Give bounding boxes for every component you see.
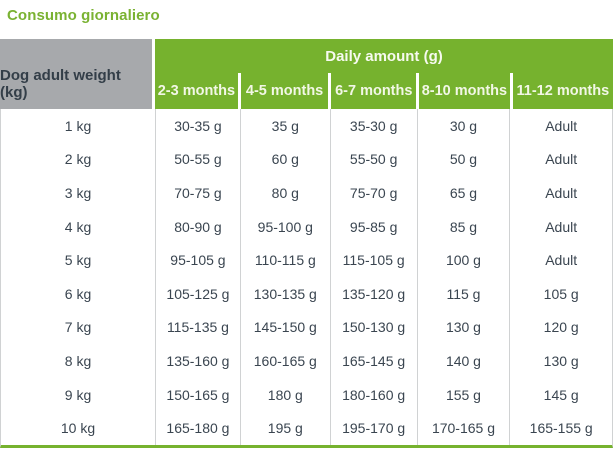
value-cell: 135-160 g: [155, 344, 240, 378]
page-title: Consumo giornaliero: [7, 7, 160, 24]
value-cell: 55-50 g: [329, 142, 417, 177]
value-cell: 115-105 g: [329, 243, 417, 277]
value-cell: 165-145 g: [329, 344, 417, 378]
weight-cell: 2 kg: [64, 151, 92, 168]
weight-cell: 5 kg: [64, 252, 92, 269]
value-cell: 80 g: [239, 176, 330, 210]
table-row: 10 kg 165-180 g 195 g 195-170 g 170-165 …: [1, 411, 612, 445]
table-row: 1 kg 30-35 g 35 g 35-30 g 30 g Adult: [1, 109, 612, 143]
value-cell: 140 g: [416, 344, 510, 378]
value-cell: 100 g: [416, 243, 510, 277]
value-cell: Adult: [509, 109, 612, 143]
value-cell: 35-30 g: [329, 109, 417, 143]
value-cell: 95-105 g: [155, 243, 240, 277]
table-row: 2 kg 50-55 g 60 g 55-50 g 50 g Adult: [1, 142, 612, 177]
value-cell: 170-165 g: [416, 411, 510, 445]
value-cell: 65 g: [416, 176, 510, 210]
value-cell: 150-165 g: [155, 377, 240, 412]
value-cell: 180 g: [239, 377, 330, 412]
table-row: 5 kg 95-105 g 110-115 g 115-105 g 100 g …: [1, 243, 612, 277]
value-cell: 195 g: [239, 411, 330, 445]
value-cell: Adult: [509, 142, 612, 177]
weight-cell: 8 kg: [64, 352, 92, 369]
weight-cell: 4 kg: [64, 218, 92, 235]
value-cell: 165-180 g: [155, 411, 240, 445]
weight-column-header: Dog adult weight (kg): [0, 39, 152, 109]
value-cell: 80-90 g: [155, 209, 240, 244]
value-cell: Adult: [509, 209, 612, 244]
value-cell: 120 g: [509, 310, 612, 345]
table-row: 3 kg 70-75 g 80 g 75-70 g 65 g Adult: [1, 176, 612, 210]
value-cell: 35 g: [239, 109, 330, 143]
value-cell: Adult: [509, 243, 612, 277]
value-cell: 30 g: [416, 109, 510, 143]
month-header-11-12: 11-12 months: [512, 73, 613, 109]
value-cell: 115-135 g: [155, 310, 240, 345]
month-header-8-10: 8-10 months: [419, 73, 510, 109]
value-cell: 85 g: [416, 209, 510, 244]
table-row: 9 kg 150-165 g 180 g 180-160 g 155 g 145…: [1, 377, 612, 412]
table-header: Dog adult weight (kg) Daily amount (g) 2…: [0, 39, 613, 109]
weight-cell: 10 kg: [60, 420, 96, 437]
value-cell: 130-135 g: [239, 276, 330, 311]
value-cell: 50-55 g: [155, 142, 240, 177]
value-cell: 130 g: [416, 310, 510, 345]
table-row: 6 kg 105-125 g 130-135 g 135-120 g 115 g…: [1, 276, 612, 311]
weight-cell: 1 kg: [64, 117, 92, 134]
month-header-2-3: 2-3 months: [155, 73, 238, 109]
month-header-4-5: 4-5 months: [240, 73, 329, 109]
daily-amount-header-group: Daily amount (g) 2-3 months 4-5 months 6…: [155, 39, 613, 109]
weight-cell: 7 kg: [64, 319, 92, 336]
value-cell: 135-120 g: [329, 276, 417, 311]
value-cell: 150-130 g: [329, 310, 417, 345]
value-cell: 130 g: [509, 344, 612, 378]
table-row: 4 kg 80-90 g 95-100 g 95-85 g 85 g Adult: [1, 209, 612, 244]
value-cell: 165-155 g: [509, 411, 612, 445]
value-cell: 95-85 g: [329, 209, 417, 244]
value-cell: 50 g: [416, 142, 510, 177]
weight-cell: 6 kg: [64, 285, 92, 302]
daily-amount-banner: Daily amount (g): [155, 39, 613, 73]
value-cell: 155 g: [416, 377, 510, 412]
value-cell: 160-165 g: [239, 344, 330, 378]
weight-cell: 9 kg: [64, 386, 92, 403]
value-cell: 145 g: [509, 377, 612, 412]
value-cell: 95-100 g: [239, 209, 330, 244]
month-header-6-7: 6-7 months: [331, 73, 417, 109]
value-cell: 110-115 g: [239, 243, 330, 277]
value-cell: 195-170 g: [329, 411, 417, 445]
month-header-row: 2-3 months 4-5 months 6-7 months 8-10 mo…: [155, 73, 613, 109]
weight-cell: 3 kg: [64, 184, 92, 201]
table-row: 8 kg 135-160 g 160-165 g 165-145 g 140 g…: [1, 344, 612, 378]
value-cell: 60 g: [239, 142, 330, 177]
value-cell: 145-150 g: [239, 310, 330, 345]
value-cell: Adult: [509, 176, 612, 210]
table-body: 1 kg 30-35 g 35 g 35-30 g 30 g Adult 2 k…: [0, 109, 613, 448]
value-cell: 180-160 g: [329, 377, 417, 412]
value-cell: 105-125 g: [155, 276, 240, 311]
value-cell: 75-70 g: [329, 176, 417, 210]
table-row: 7 kg 115-135 g 145-150 g 150-130 g 130 g…: [1, 310, 612, 345]
daily-amount-table: Dog adult weight (kg) Daily amount (g) 2…: [0, 39, 613, 448]
value-cell: 70-75 g: [155, 176, 240, 210]
value-cell: 30-35 g: [155, 109, 240, 143]
value-cell: 115 g: [416, 276, 510, 311]
value-cell: 105 g: [509, 276, 612, 311]
